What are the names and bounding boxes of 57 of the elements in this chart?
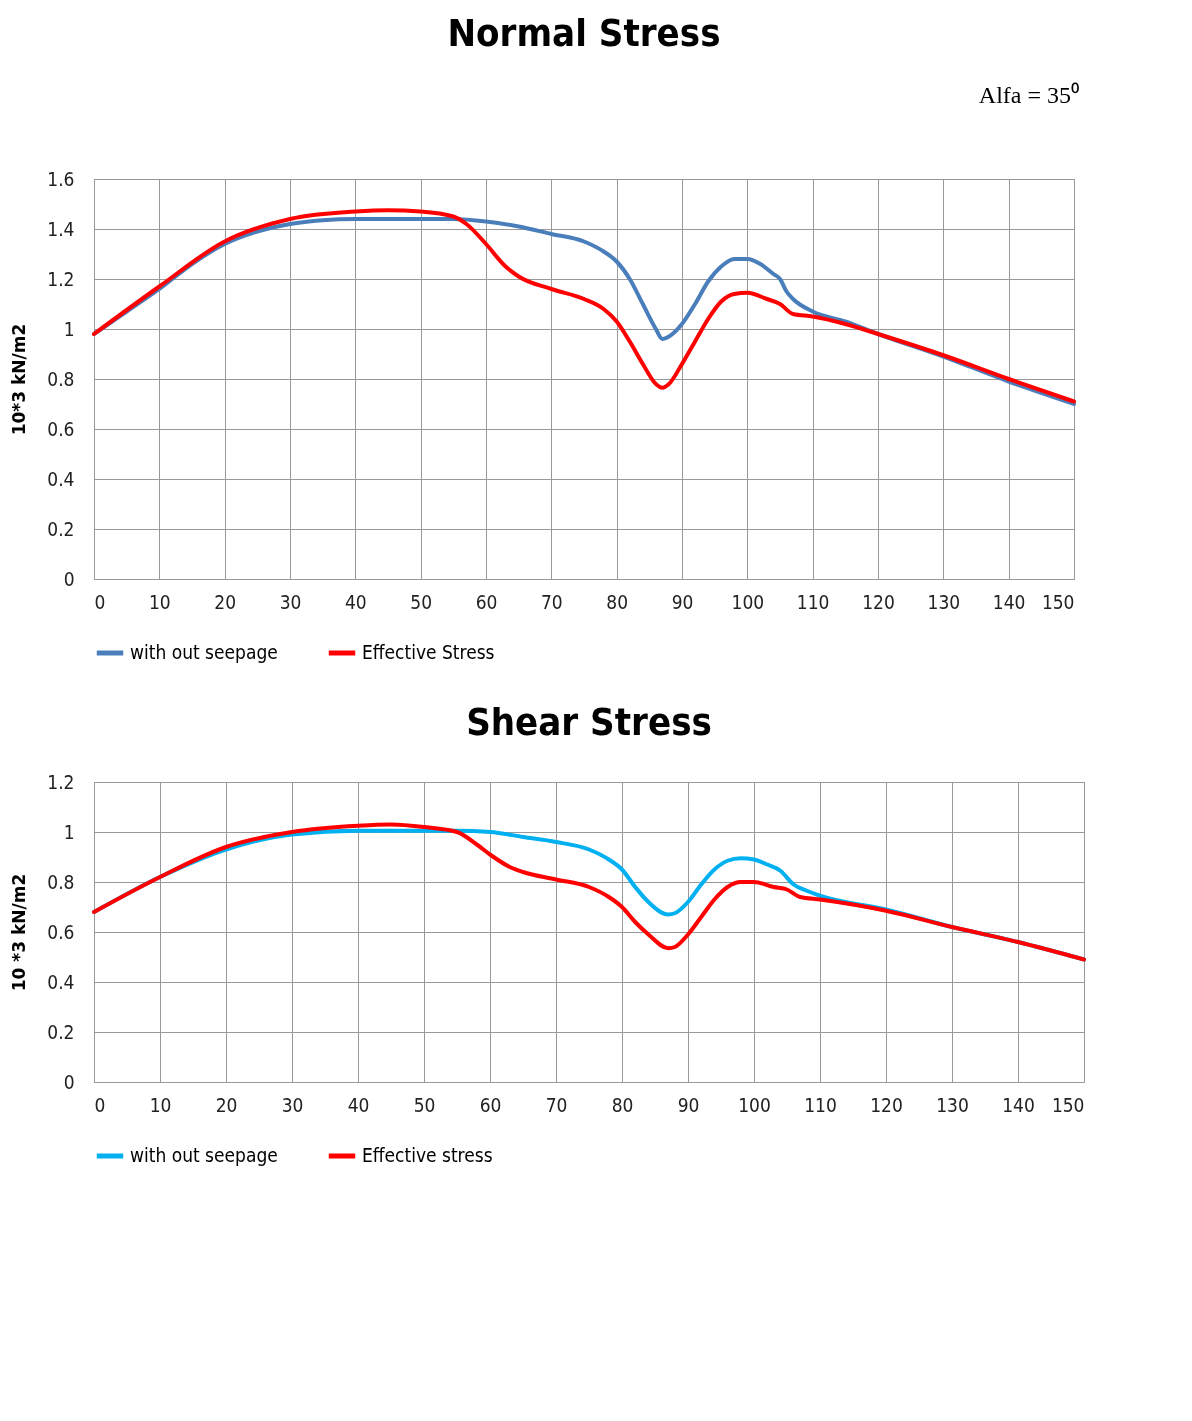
legend-label: Effective stress: [362, 1144, 493, 1166]
x-tick-label: 110: [796, 590, 830, 613]
y-tick-label: 0.4: [47, 467, 75, 490]
x-tick-label: 120: [870, 1093, 903, 1116]
y-axis-title: 10*3 kN/m2: [9, 323, 30, 436]
y-tick-label: 1.6: [47, 167, 75, 190]
text: Alfa = 35⁰: [978, 82, 1079, 108]
x-tick-label: 100: [731, 590, 765, 613]
x-tick-label: 70: [545, 1093, 568, 1116]
y-tick-label: 0.2: [47, 1020, 75, 1043]
y-tick-label: 0.6: [47, 417, 75, 440]
x-tick-label: 50: [410, 590, 433, 613]
y-tick-label: 0.6: [47, 920, 75, 943]
x-tick-label: 10: [149, 1093, 172, 1116]
x-tick-label: 30: [279, 590, 302, 613]
legend-label: with out seepage: [130, 1144, 278, 1166]
x-tick-label: 120: [862, 590, 895, 613]
x-tick-label: 10: [148, 590, 171, 613]
x-tick-label: 20: [215, 1093, 238, 1116]
x-tick-label: 150: [1041, 590, 1075, 613]
y-tick-label: 1.2: [47, 770, 75, 793]
x-tick-label: 0: [94, 590, 106, 613]
y-tick-label: 0.4: [47, 970, 75, 993]
x-tick-label: 90: [671, 590, 694, 613]
x-tick-label: 0: [94, 1093, 106, 1116]
x-tick-label: 60: [479, 1093, 502, 1116]
y-tick-label: 1.2: [47, 267, 75, 290]
x-tick-label: 100: [738, 1093, 771, 1116]
y-tick-label: 0: [63, 567, 75, 590]
x-tick-label: 140: [1002, 1093, 1035, 1116]
y-axis-title: 10 *3 kN/m2: [9, 873, 30, 992]
x-tick-label: 20: [214, 590, 237, 613]
x-tick-label: 60: [475, 590, 498, 613]
x-tick-label: 140: [992, 590, 1026, 613]
y-tick-label: 0: [63, 1070, 75, 1093]
x-tick-label: 80: [606, 590, 629, 613]
x-tick-label: 50: [413, 1093, 436, 1116]
y-tick-label: 0.8: [47, 870, 75, 893]
chart-title: Shear Stress: [466, 700, 712, 744]
y-tick-label: 0.2: [47, 517, 75, 540]
legend-label: Effective Stress: [362, 641, 495, 663]
x-tick-label: 40: [347, 1093, 370, 1116]
y-tick-label: 1.4: [47, 217, 75, 240]
y-tick-label: 1: [63, 317, 75, 340]
x-tick-label: 130: [927, 590, 961, 613]
y-tick-label: 0.8: [47, 367, 75, 390]
x-tick-label: 70: [540, 590, 563, 613]
x-tick-label: 40: [344, 590, 367, 613]
x-tick-label: 110: [804, 1093, 837, 1116]
legend-label: with out seepage: [130, 641, 278, 663]
x-tick-label: 80: [611, 1093, 634, 1116]
x-tick-label: 130: [936, 1093, 969, 1116]
x-tick-label: 30: [281, 1093, 304, 1116]
y-tick-label: 1: [63, 820, 75, 843]
x-tick-label: 90: [677, 1093, 700, 1116]
x-tick-label: 150: [1051, 1093, 1085, 1116]
chart-title: Normal Stress: [447, 11, 721, 55]
